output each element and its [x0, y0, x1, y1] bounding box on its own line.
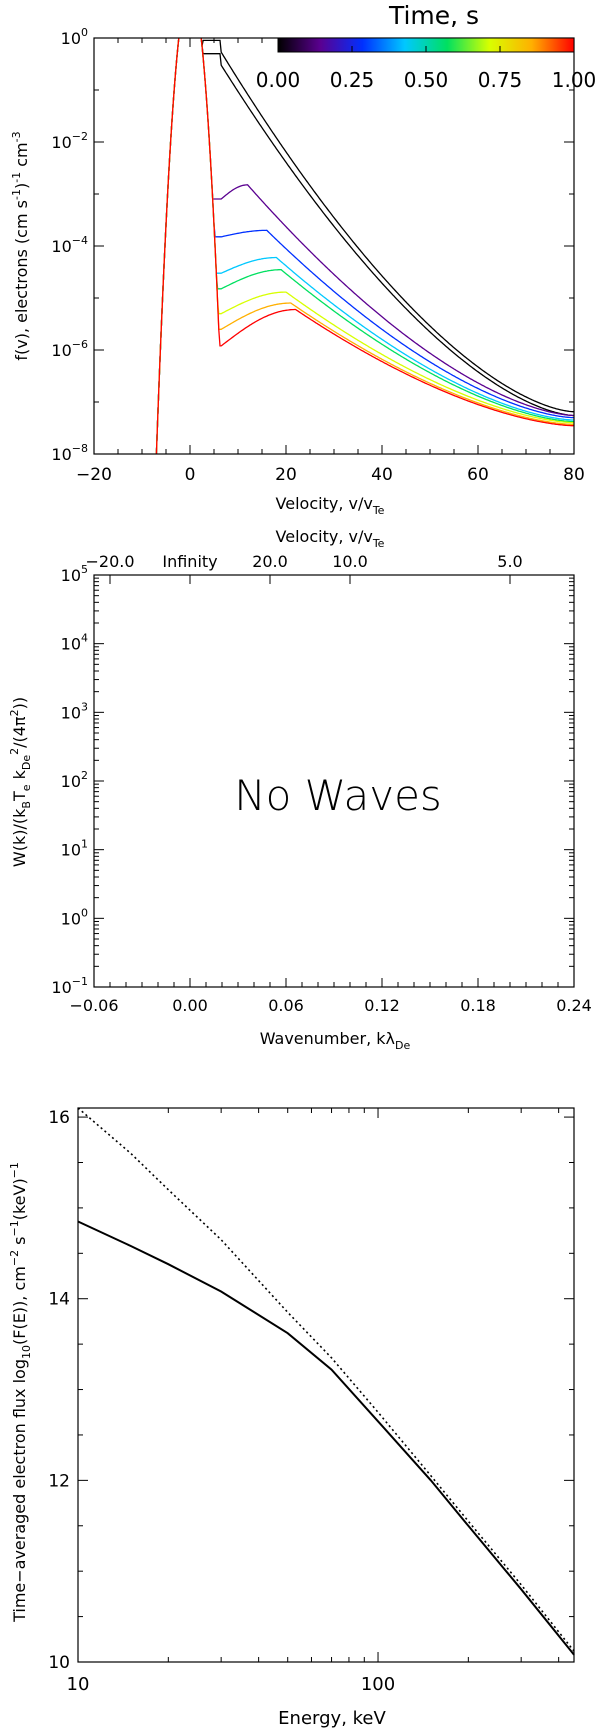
y-tick-label: 12: [48, 1471, 70, 1491]
colorbar-tick-label: 0.75: [478, 68, 523, 92]
y-tick-label: 16: [48, 1108, 70, 1128]
panel1-y-axis-label: f(v), electrons (cm s-1)-1 cm-3: [10, 131, 31, 360]
y-tick-label: 10−1: [51, 975, 88, 997]
electron-flux-panel: 10 100 10 12 14 16 Energy, keV Time−averaged…: [8, 1107, 575, 1729]
panel3-y-ticks: 10 12 14 16: [48, 1108, 574, 1673]
y-tick-label: 10: [48, 1653, 70, 1673]
panel1-frame: [93, 37, 575, 455]
colorbar: Time, s 0.00 0.25 0.50 0.75 1.00: [256, 1, 597, 92]
colorbar-tick-label: 0.00: [256, 68, 301, 92]
x-tick-label: 0.00: [172, 996, 208, 1015]
wave-spectrum-panel: Velocity, v/vTe −20.0 Infinity 20.0 10.0 5.0…: [8, 527, 592, 1052]
top-tick-label: 10.0: [332, 552, 368, 571]
top-tick-label: −20.0: [85, 552, 134, 571]
colorbar-tick-label: 1.00: [552, 68, 597, 92]
y-tick-label: 10−8: [51, 442, 88, 464]
x-tick-label: 0.18: [460, 996, 496, 1015]
top-tick-label: 20.0: [252, 552, 288, 571]
y-tick-label: 10−4: [51, 234, 88, 256]
x-tick-label: −20: [76, 465, 112, 485]
panel2-top-ticks: −20.0 Infinity 20.0 10.0 5.0: [85, 552, 523, 584]
colorbar-tick-label: 0.25: [330, 68, 375, 92]
panel3-frame: [77, 1107, 575, 1663]
x-tick-label: 20: [275, 465, 297, 485]
x-tick-label: 60: [467, 465, 489, 485]
y-tick-label: 100: [61, 26, 88, 48]
x-tick-label: −0.06: [69, 996, 118, 1015]
x-tick-label: 0: [185, 465, 196, 485]
y-tick-label: 100: [61, 906, 88, 928]
y-tick-label: 102: [61, 769, 88, 791]
flux-curve-solid: [77, 1220, 575, 1656]
distribution-curve: [155, 38, 574, 454]
panel3-y-axis-label: Time−averaged electron flux log10(F(E)),…: [8, 1162, 33, 1623]
x-tick-label: 0.24: [556, 996, 592, 1015]
panel1-y-ticks: 10−8 10−6 10−4 10−2 100: [51, 26, 574, 464]
y-tick-label: 103: [61, 700, 88, 722]
colorbar-tick-label: 0.50: [404, 68, 449, 92]
panel2-y-axis-label: W(k)/(kBTe kDe2/(4π2)): [8, 697, 33, 867]
panel3-x-ticks: 10 100: [67, 1108, 560, 1695]
x-tick-label: 0.12: [364, 996, 400, 1015]
x-tick-label: 80: [563, 465, 585, 485]
panel3-x-axis-label: Energy, keV: [278, 1708, 386, 1729]
x-tick-label: 100: [361, 1674, 395, 1695]
x-tick-label: 10: [67, 1674, 90, 1695]
colorbar-ticks: 0.00 0.25 0.50 0.75 1.00: [256, 46, 597, 92]
panel2-x-axis-label: Wavenumber, kλDe: [260, 1029, 411, 1052]
y-tick-label: 14: [48, 1290, 70, 1310]
distribution-curves: [155, 38, 574, 454]
flux-curves: [77, 1107, 575, 1656]
top-tick-label: 5.0: [497, 552, 522, 571]
panel1-x-ticks: −20 0 20 40 60 80: [76, 38, 585, 485]
x-tick-label: 0.06: [268, 996, 304, 1015]
y-tick-label: 101: [61, 838, 88, 860]
y-tick-label: 10−6: [51, 338, 88, 360]
panel2-top-axis-label: Velocity, v/vTe: [276, 527, 385, 550]
panel1-x-axis-label: Velocity, v/vTe: [276, 494, 385, 517]
y-tick-label: 10−2: [51, 130, 88, 152]
y-tick-label: 104: [61, 632, 88, 654]
panel2-x-ticks: −0.06 0.00 0.06 0.12 0.18 0.24: [69, 978, 592, 1015]
y-tick-label: 105: [61, 563, 88, 585]
colorbar-title: Time, s: [388, 1, 479, 30]
top-tick-label: Infinity: [162, 552, 217, 571]
velocity-distribution-panel: −20 0 20 40 60 80 10−8 10−6 10−4 10−2 100 Time, s…: [10, 1, 597, 517]
flux-curve-dotted: [77, 1107, 575, 1652]
panel2-y-ticks: 10−1 100 101 102 103 104 105: [51, 563, 574, 997]
no-waves-annotation: No Waves: [234, 771, 442, 820]
x-tick-label: 40: [371, 465, 393, 485]
